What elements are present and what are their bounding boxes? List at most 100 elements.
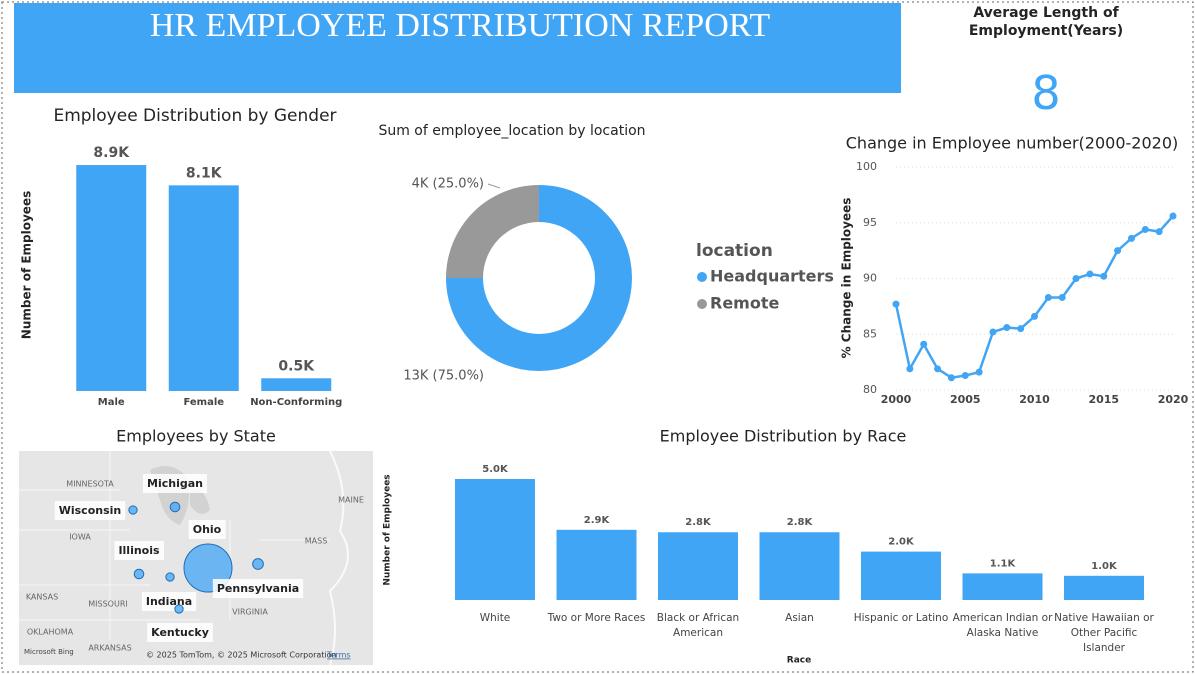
map-region-label: MAINE <box>338 496 364 505</box>
bar <box>861 551 941 600</box>
map-label: Ohio <box>193 523 222 536</box>
data-label: 1.1K <box>990 558 1017 569</box>
bar <box>76 165 147 391</box>
x-tick-label: 2000 <box>881 393 912 406</box>
x-tick-label: 2010 <box>1019 393 1050 406</box>
map-bubble <box>174 604 184 614</box>
x-tick-label: White <box>479 612 511 624</box>
data-label: 5.0K <box>482 464 509 475</box>
y-axis-label: Number of Employees <box>20 191 34 339</box>
chart-title: Employee Distribution by Race <box>660 427 907 446</box>
x-tick-label: Hispanic or Latino <box>853 612 949 624</box>
data-label: 2.8K <box>787 517 814 528</box>
map-label-box <box>212 579 304 598</box>
y-tick-label: 95 <box>863 216 877 229</box>
map-region-label: MISSOURI <box>88 600 128 609</box>
bar <box>261 378 332 391</box>
legend-label: Headquarters <box>710 267 834 286</box>
map-logo: Microsoft Bing <box>24 648 74 656</box>
map-label: Michigan <box>147 477 203 490</box>
map-label: Kentucky <box>151 626 209 639</box>
line-point <box>1169 212 1177 220</box>
bar <box>1064 575 1144 600</box>
y-axis-label: % Change in Employees <box>840 198 854 359</box>
map-label: Illinois <box>118 544 160 557</box>
line-point <box>1141 225 1149 233</box>
map-label-box <box>54 501 126 520</box>
map-terms[interactable]: Terms <box>326 651 351 660</box>
bar <box>658 532 738 600</box>
leader-line <box>487 183 501 189</box>
x-tick-label: 2005 <box>950 393 981 406</box>
chart-title: Employee Distribution by Gender <box>53 106 336 126</box>
donut-slice <box>446 185 539 278</box>
header-title: HR EMPLOYEE DISTRIBUTION REPORT <box>150 7 771 44</box>
data-label: 13K (75.0%) <box>403 369 484 384</box>
chart-title: Change in Employee number(2000-2020) <box>846 134 1178 153</box>
chart-title: Employees by State <box>116 427 276 446</box>
bar <box>556 529 637 600</box>
map-label-box <box>188 520 226 539</box>
bar <box>962 573 1043 600</box>
kpi-label: Average Length of Employment(Years) <box>968 5 1124 39</box>
data-label: 8.1K <box>186 165 223 181</box>
x-tick-label: 2020 <box>1158 393 1189 406</box>
map-bubble <box>165 572 175 582</box>
legend-marker <box>697 272 707 282</box>
legend-marker <box>697 299 707 309</box>
x-tick-label: Black or African American <box>656 612 740 639</box>
bar <box>168 185 239 391</box>
line-point <box>1017 325 1025 333</box>
x-tick-label: Non-Conforming <box>250 397 342 408</box>
y-tick-label: 85 <box>863 327 877 340</box>
map-region-label: KANSAS <box>26 593 58 602</box>
data-label: 8.9K <box>93 145 130 161</box>
x-tick-label: Female <box>183 397 224 408</box>
x-tick-label: 2015 <box>1088 393 1119 406</box>
chart-title: Sum of employee_location by location <box>378 123 645 139</box>
map-region-label: MASS <box>305 537 328 546</box>
x-tick-label: Two or More Races <box>547 612 646 624</box>
x-tick-label: Male <box>98 397 125 408</box>
line-point <box>1072 275 1080 282</box>
line-point <box>947 374 955 382</box>
bar <box>759 532 840 600</box>
line-point <box>1031 312 1038 320</box>
data-label: 4K (25.0%) <box>412 177 484 192</box>
map-bubble <box>133 568 145 580</box>
line-point <box>906 365 914 373</box>
map-label-box <box>114 541 165 560</box>
map-region-label: ARKANSAS <box>88 644 131 653</box>
map-region-label: MINNESOTA <box>66 480 114 489</box>
line-point <box>1058 293 1066 301</box>
map-label: Pennsylvania <box>217 582 299 595</box>
map-label-box <box>143 474 207 493</box>
line-point <box>961 372 969 380</box>
line-point <box>1155 228 1163 236</box>
map-label: Wisconsin <box>59 504 122 517</box>
line-point <box>1003 324 1011 332</box>
x-tick-label: American Indian or Alaska Native <box>952 612 1053 639</box>
y-axis-label: Number of Employees <box>383 474 393 585</box>
data-label: 2.9K <box>584 515 611 526</box>
line-point <box>975 368 983 376</box>
donut-slice <box>446 185 632 371</box>
map-label-box <box>147 623 213 642</box>
line-point <box>1100 272 1108 280</box>
header-banner <box>14 3 901 93</box>
map-region-label: OKLAHOMA <box>27 628 74 637</box>
line-point <box>1114 247 1122 255</box>
map-bubble <box>128 505 138 515</box>
line-point <box>934 365 942 373</box>
coast <box>328 450 349 666</box>
line-point <box>1127 234 1135 242</box>
map-bubble <box>252 558 264 570</box>
line-point <box>892 300 900 308</box>
data-label: 2.8K <box>685 517 712 528</box>
x-axis-label: Race <box>787 656 811 666</box>
data-label: 2.0K <box>888 537 915 548</box>
x-tick-label: Native Hawaiian or Other Pacific Islande… <box>1054 612 1154 654</box>
x-tick-label: Asian <box>785 612 814 624</box>
